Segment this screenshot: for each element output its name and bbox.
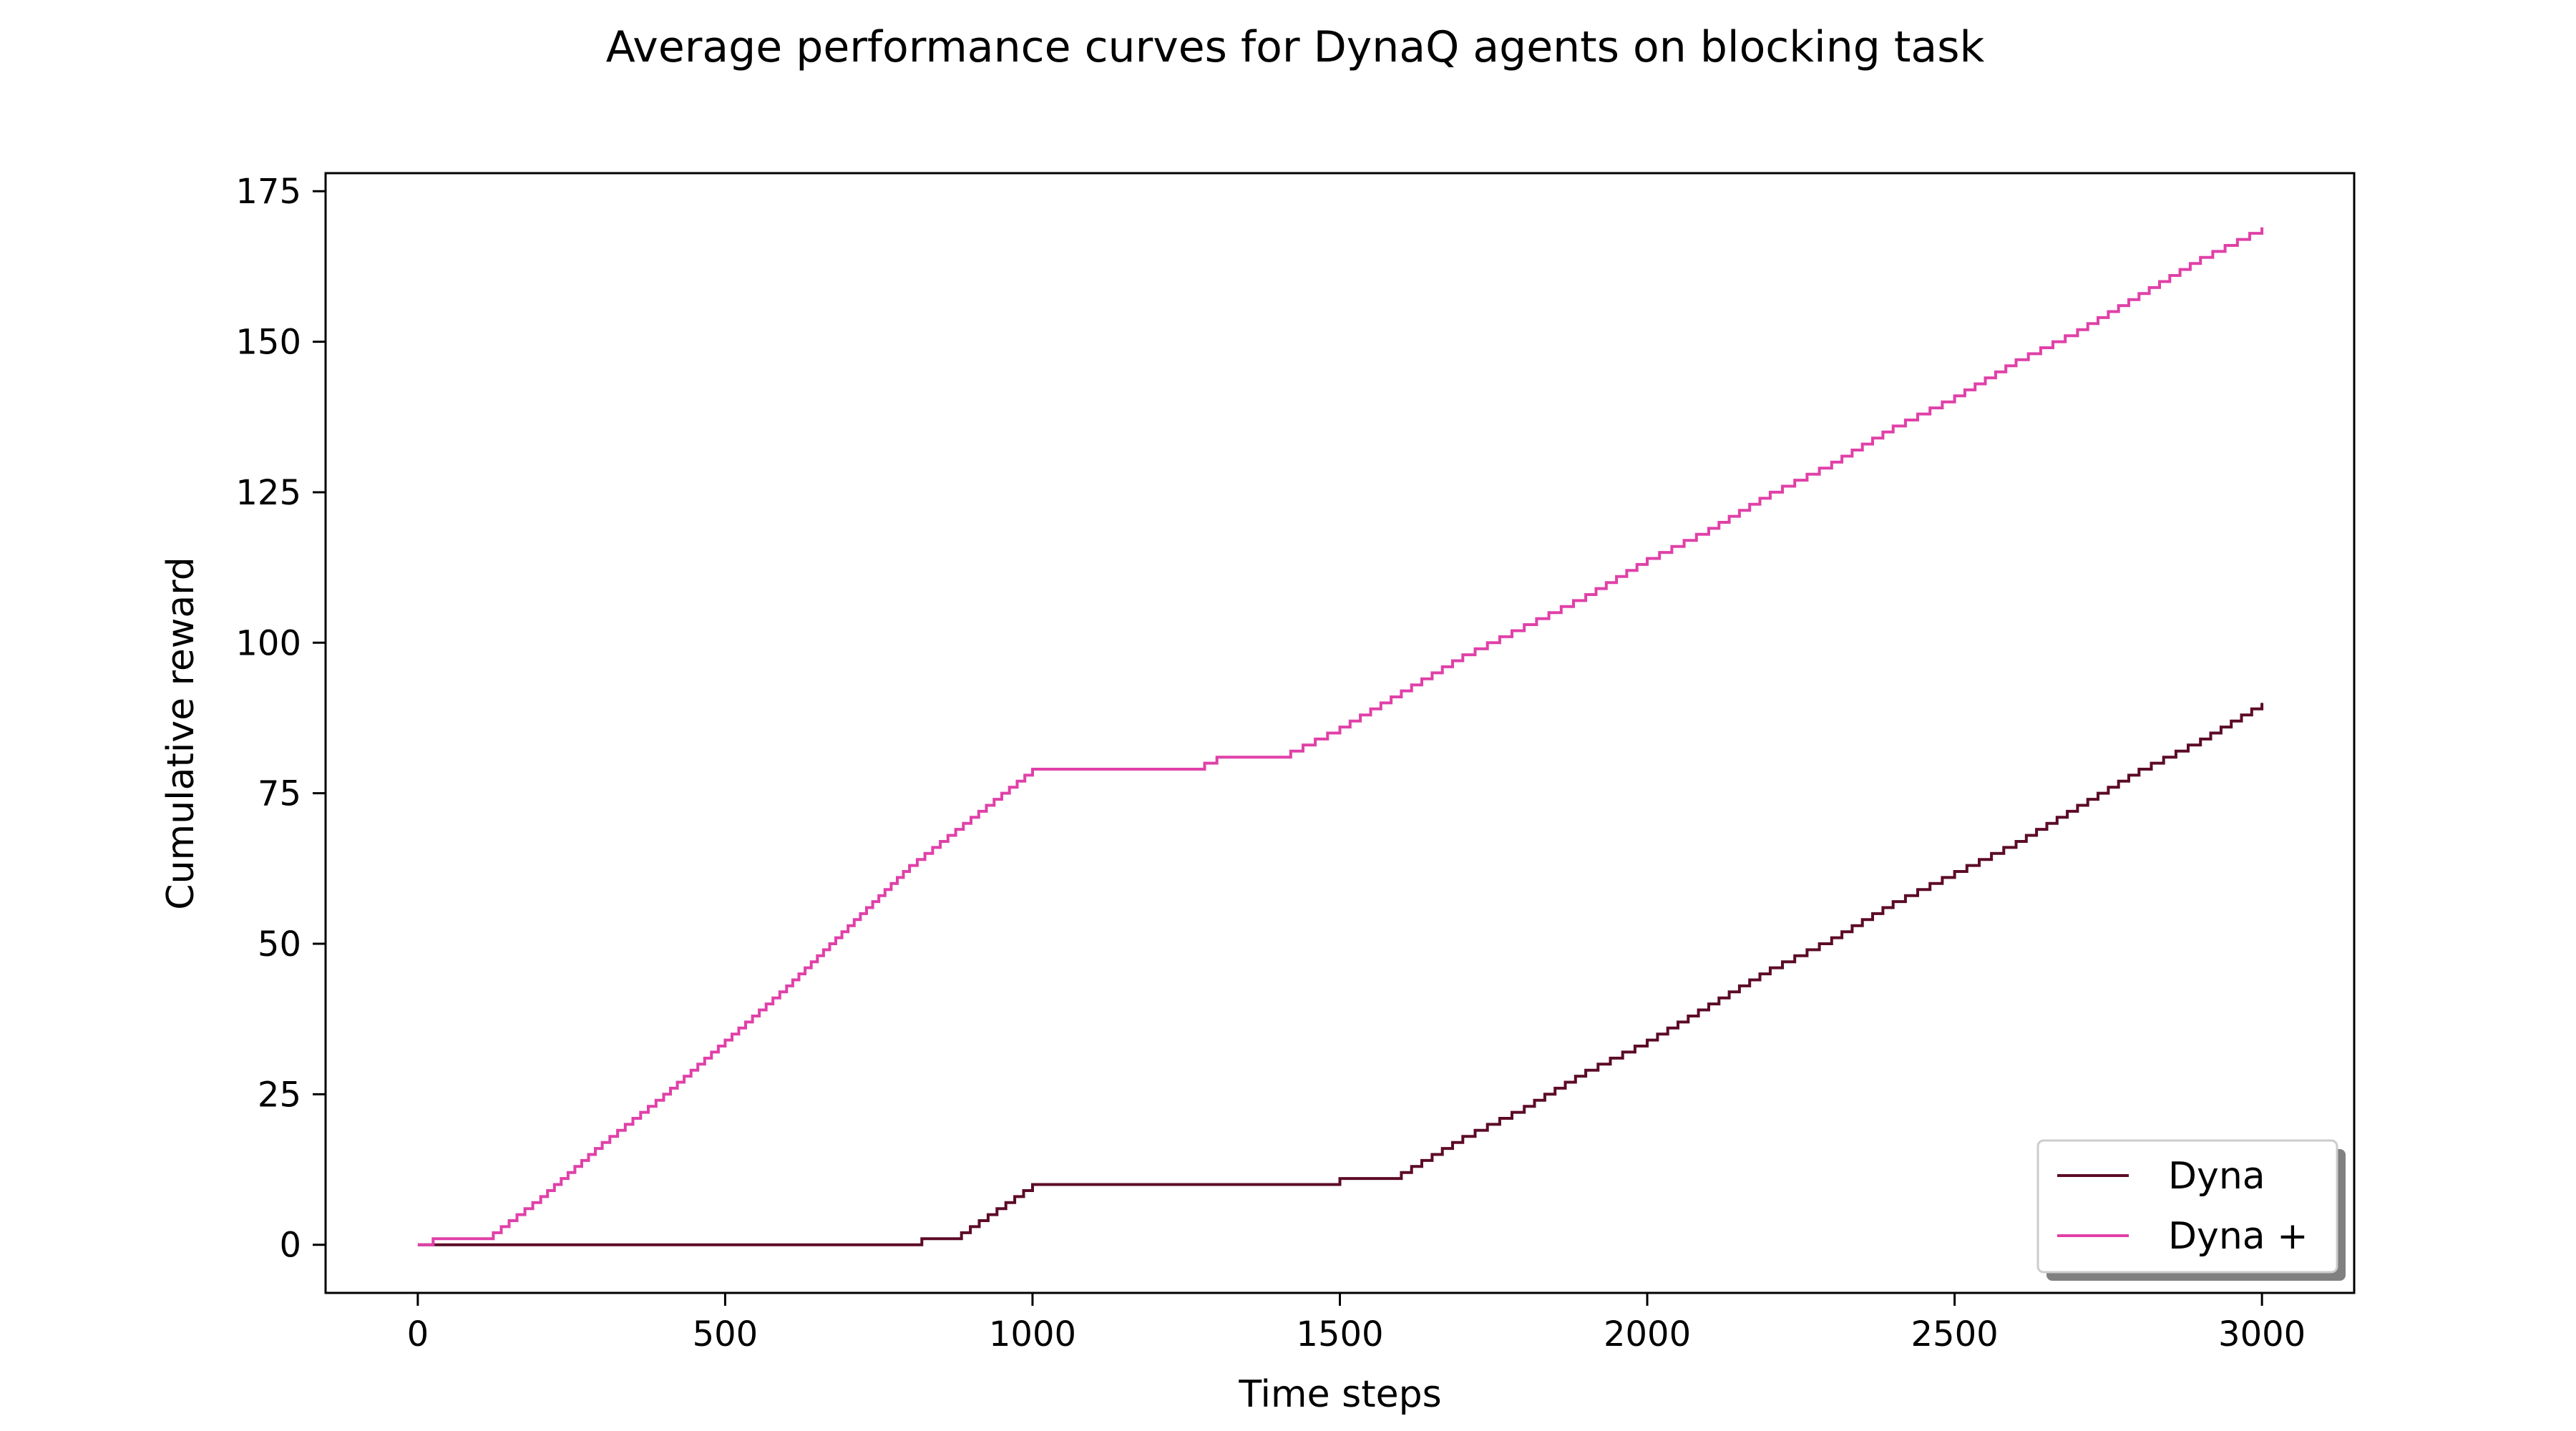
y-axis: 0 25 50 75 100 125 150 175 [235, 172, 326, 1266]
x-tick-label: 0 [407, 1314, 429, 1354]
x-tick-label: 1000 [989, 1314, 1076, 1354]
y-tick-label: 0 [279, 1226, 301, 1266]
y-tick-label: 100 [235, 623, 301, 663]
x-tick-label: 500 [693, 1314, 758, 1354]
y-tick-label: 25 [258, 1075, 301, 1115]
legend-label-dyna-plus: Dyna + [2168, 1215, 2308, 1258]
series-line-dyna [417, 703, 2264, 1246]
y-tick-label: 175 [235, 172, 301, 212]
y-tick-label: 50 [258, 924, 301, 964]
x-tick-label: 2000 [1604, 1314, 1691, 1354]
legend-label-dyna: Dyna [2168, 1155, 2265, 1198]
x-axis: 0 500 1000 1500 2000 2500 3000 [407, 1293, 2306, 1354]
x-tick-label: 3000 [2218, 1314, 2306, 1354]
x-axis-label: Time steps [1238, 1373, 1441, 1416]
y-tick-label: 150 [235, 323, 301, 363]
series-line-dyna [417, 227, 2264, 1246]
legend-box [2036, 1139, 2338, 1274]
y-tick-label: 75 [258, 774, 301, 814]
x-tick-label: 1500 [1296, 1314, 1383, 1354]
y-axis-label: Cumulative reward [160, 557, 203, 909]
legend: Dyna Dyna + [2036, 1139, 2346, 1281]
x-tick-label: 2500 [1911, 1314, 1999, 1354]
plot-lines [417, 227, 2264, 1246]
chart-title: Average performance curves for DynaQ age… [606, 22, 1985, 72]
y-tick-label: 125 [235, 473, 301, 513]
